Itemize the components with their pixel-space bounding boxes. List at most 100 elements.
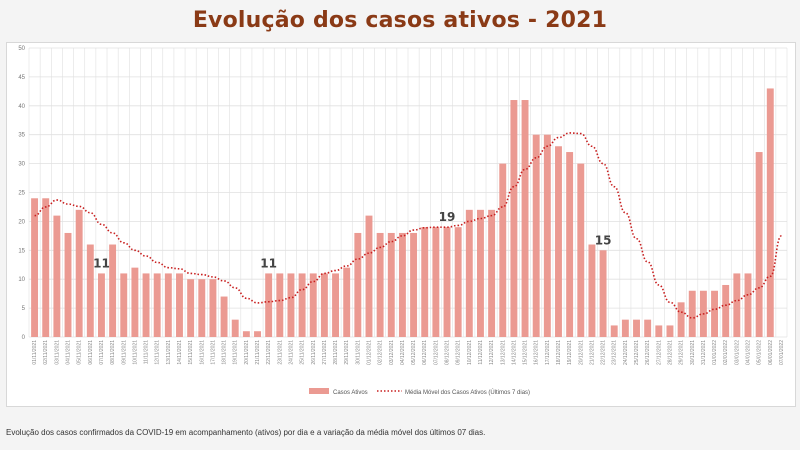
annotations: 11 11 19 15 (93, 210, 611, 270)
bar (343, 267, 351, 337)
bar (265, 273, 273, 337)
bar (588, 244, 596, 337)
bar (499, 163, 507, 337)
x-tick-label: 06/12/2021 (422, 340, 428, 365)
y-tick-label: 5 (22, 306, 26, 312)
y-tick-label: 25 (18, 191, 25, 197)
bar (655, 325, 663, 337)
bar (376, 232, 384, 337)
bar (677, 302, 685, 337)
bar (153, 273, 161, 337)
x-tick-label: 02/01/2022 (723, 340, 729, 365)
x-tick-label: 27/11/2021 (322, 340, 328, 365)
x-tick-label: 06/11/2021 (88, 340, 94, 365)
x-tick-label: 08/11/2021 (110, 340, 116, 365)
bar (231, 319, 239, 337)
bar (131, 267, 139, 337)
bar (733, 273, 741, 337)
x-tick-label: 25/12/2021 (634, 340, 640, 365)
x-tick-label: 15/11/2021 (188, 340, 194, 365)
x-tick-label: 07/12/2021 (433, 340, 439, 365)
bar (242, 331, 250, 337)
x-tick-label: 13/12/2021 (500, 340, 506, 365)
bar (577, 163, 585, 337)
x-tick-label: 03/12/2021 (389, 340, 395, 365)
x-tick-label: 02/12/2021 (378, 340, 384, 365)
x-tick-label: 17/11/2021 (210, 340, 216, 365)
y-axis-ticks: 0 5 10 15 20 25 30 35 40 45 50 (18, 46, 25, 341)
bar (566, 152, 574, 337)
x-tick-label: 05/12/2021 (411, 340, 417, 365)
x-tick-label: 16/11/2021 (199, 340, 205, 365)
x-tick-label: 22/12/2021 (601, 340, 607, 365)
bar (354, 232, 362, 337)
bar (432, 227, 440, 337)
y-tick-label: 20 (18, 219, 25, 225)
x-tick-label: 14/12/2021 (511, 340, 517, 365)
x-tick-label: 17/12/2021 (545, 340, 551, 365)
bar (621, 319, 629, 337)
x-tick-label: 04/12/2021 (400, 340, 406, 365)
bar (398, 232, 406, 337)
x-tick-label: 28/11/2021 (333, 340, 339, 365)
bar (120, 273, 128, 337)
x-tick-label: 16/12/2021 (534, 340, 540, 365)
bar (465, 209, 473, 337)
x-tick-label: 21/11/2021 (255, 340, 261, 365)
bar (276, 273, 284, 337)
x-tick-label: 01/12/2021 (366, 340, 372, 365)
bar (555, 146, 562, 337)
chart-svg: 0 5 10 15 20 25 30 35 40 45 50 01/11/2021 02/11/202… (18, 46, 788, 396)
bar (543, 134, 551, 337)
grid-lines (28, 47, 788, 338)
bar (98, 273, 105, 337)
bar (443, 227, 451, 337)
bar (220, 296, 228, 337)
bar (722, 284, 730, 337)
x-tick-label: 10/12/2021 (467, 340, 473, 365)
bar (298, 273, 306, 337)
x-tick-label: 27/12/2021 (656, 340, 662, 365)
x-tick-label: 14/11/2021 (177, 340, 183, 365)
x-tick-label: 11/11/2021 (144, 340, 150, 365)
x-tick-label: 11/12/2021 (478, 340, 484, 365)
bar (744, 273, 752, 337)
data-label: 19 (439, 210, 456, 224)
y-tick-label: 15 (18, 248, 25, 254)
x-tick-label: 03/11/2021 (54, 340, 60, 365)
data-label: 11 (260, 256, 277, 270)
bar (488, 209, 496, 337)
x-tick-label: 24/11/2021 (288, 340, 294, 365)
bar (644, 319, 652, 337)
x-tick-label: 21/12/2021 (589, 340, 595, 365)
bar (320, 273, 328, 337)
x-tick-label: 24/12/2021 (623, 340, 629, 365)
data-label: 15 (595, 233, 612, 247)
y-tick-label: 45 (18, 75, 25, 81)
chart-caption: Evolução dos casos confirmados da COVID-… (6, 428, 486, 437)
x-tick-label: 08/12/2021 (445, 340, 451, 365)
bar (711, 290, 718, 337)
bar (387, 232, 395, 337)
y-tick-label: 0 (22, 335, 26, 341)
x-tick-label: 18/12/2021 (556, 340, 562, 365)
bar (254, 331, 261, 337)
bar (755, 152, 763, 337)
bar (164, 273, 172, 337)
bar (666, 325, 674, 337)
bar (198, 279, 206, 337)
bar (454, 227, 462, 337)
bar (75, 209, 83, 337)
x-tick-label: 05/11/2021 (77, 340, 83, 365)
bar (421, 227, 429, 337)
x-tick-label: 23/12/2021 (612, 340, 618, 365)
legend-label-bars: Casos Ativos (333, 390, 368, 396)
x-tick-label: 01/01/2022 (712, 340, 718, 365)
bar (176, 273, 183, 337)
x-tick-label: 06/01/2022 (768, 340, 774, 365)
x-tick-label: 10/11/2021 (132, 340, 138, 365)
x-tick-label: 23/11/2021 (277, 340, 283, 365)
chart-title: Evolução dos casos ativos - 2021 (192, 8, 608, 33)
x-tick-label: 09/11/2021 (121, 340, 127, 365)
x-tick-label: 26/11/2021 (311, 340, 317, 365)
